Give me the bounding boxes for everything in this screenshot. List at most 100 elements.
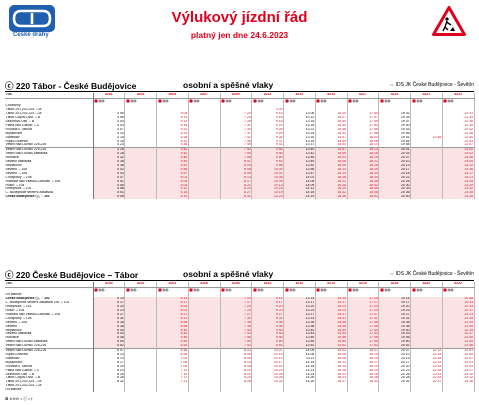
departure-time: 7 20	[220, 305, 253, 310]
bike-icon	[93, 98, 126, 105]
departure-time	[410, 195, 443, 200]
departure-time	[410, 328, 443, 333]
departure-time: 5 01	[93, 191, 126, 196]
departure-time: 8 24	[220, 376, 253, 381]
departure-time: 15 36	[315, 324, 348, 329]
station-name: Veselí nad Lužnicí zastávka	[5, 340, 94, 345]
departure-time	[410, 324, 443, 329]
departure-time	[124, 328, 157, 333]
departure-time	[188, 340, 221, 345]
departure-time	[124, 175, 157, 180]
departure-time: 17 50	[347, 340, 380, 345]
station-name: Hosín ⇔104	[5, 183, 94, 188]
train-number: 8213	[283, 93, 316, 99]
departure-time	[410, 320, 443, 325]
departure-time: 8 13	[220, 360, 253, 365]
station-row: Tábor 201,202,224 ⇔IA 3 55 5 09 7 20 9 14 13 …	[5, 112, 475, 117]
train-number: 8210	[251, 282, 284, 288]
departure-time: 14 12	[283, 187, 316, 192]
departure-time: 8 09	[220, 171, 253, 176]
departure-time	[188, 104, 221, 109]
bike-icon	[93, 287, 126, 294]
column-label: Vlak	[5, 93, 94, 99]
departure-time: 10 20	[251, 364, 284, 369]
departure-time	[124, 316, 157, 321]
station-row: Do stanice	[5, 388, 475, 393]
departure-time	[188, 336, 221, 341]
station-row: Veselí nad Lužnicí 225,226 4 23 5 36 7 49 9 …	[5, 143, 475, 148]
departure-time: 19 35	[378, 116, 411, 121]
departure-time: 14 05	[283, 348, 316, 353]
departure-time: 7 45	[220, 139, 253, 144]
departure-time: 22 08	[442, 297, 475, 302]
bike-icon	[283, 98, 316, 105]
departure-time	[315, 388, 348, 393]
departure-time	[410, 104, 443, 109]
column-label: Vlak	[5, 282, 94, 288]
departure-time: 7 14	[220, 297, 253, 302]
departure-time: 22 55	[410, 135, 443, 140]
station-row: Tábor 201,202,224 ⇔IA 6 32 7 21 8 28 10 32 14…	[5, 380, 475, 385]
departure-time: 13 22	[283, 127, 316, 132]
departure-time	[124, 123, 157, 128]
station-row: Horusice 4 32 5 46 7 58 9 50 13 46 16 03 18 19 2…	[5, 156, 475, 161]
departure-time: 6 28	[93, 376, 126, 381]
departure-time	[124, 135, 157, 140]
departure-time: 7 35	[220, 320, 253, 325]
departure-time: 22 37	[410, 380, 443, 385]
departure-time: 6 23	[93, 368, 126, 373]
departure-time: 7 52	[220, 344, 253, 349]
train-number: 8219	[378, 93, 411, 99]
station-row: Soběslav 4 15 5 28 7 42 9 34 13 30 15 47 18 03 1…	[5, 135, 475, 140]
departure-time: 7 58	[220, 156, 253, 161]
departure-time	[188, 328, 221, 333]
departure-time: 16 15	[315, 364, 348, 369]
departure-time: 18 06	[347, 139, 380, 144]
departure-time: 9 52	[251, 344, 284, 349]
departure-time	[93, 384, 126, 389]
departure-time: 23 16	[442, 167, 475, 172]
departure-time: 8 03	[220, 348, 253, 353]
departure-time: 4 28	[93, 152, 126, 157]
departure-time	[410, 108, 443, 113]
departure-time: 6 13	[93, 356, 126, 361]
departure-time: 20 32	[378, 380, 411, 385]
departure-time: 13 50	[283, 340, 316, 345]
departure-time	[442, 388, 475, 393]
departure-time: 9 50	[251, 340, 284, 345]
departure-time: 5 36	[93, 324, 126, 329]
departure-time	[410, 139, 443, 144]
departure-time	[410, 309, 443, 313]
departure-time	[378, 388, 411, 393]
departure-time: 7 40	[220, 328, 253, 333]
train-number: 8221	[410, 93, 443, 99]
departure-time: 15 38	[315, 127, 348, 132]
departure-time	[124, 164, 157, 168]
station-row: Tábor-Čápův Dvůr ⇔B 3 58 5 11 7 25 9 16 13 12…	[5, 116, 475, 121]
departure-time: 22 14	[442, 305, 475, 310]
bike-icon	[251, 98, 284, 105]
bike-icon	[188, 287, 221, 294]
bike-icon	[442, 287, 475, 294]
station-row: Hosín ⇔104 5 23 6 23 7 23 9 23 13 23 15 23 17 2…	[5, 309, 475, 313]
departure-time: 14 08	[283, 353, 316, 357]
departure-time: 9 22	[251, 123, 284, 128]
departure-time: 22 15	[410, 353, 443, 357]
departure-time: 18 03	[347, 135, 380, 140]
train-number: 8216	[347, 282, 380, 288]
train-number: 8209	[220, 93, 253, 99]
station-name: Chotýčany ⇔108	[5, 175, 94, 180]
departure-time	[378, 104, 411, 109]
departure-time	[156, 293, 189, 298]
departure-time: 9 46	[251, 152, 284, 157]
departure-time: 7 50	[220, 340, 253, 345]
departure-time: 6 43	[156, 332, 189, 337]
departure-time: 15 50	[315, 340, 348, 345]
departure-time	[347, 293, 380, 298]
departure-time	[410, 131, 443, 136]
departure-time	[188, 332, 221, 337]
departure-time: 6 15	[156, 191, 189, 196]
departure-time	[188, 127, 221, 132]
departure-time: 18 38	[347, 179, 380, 184]
departure-time: 23 21	[442, 175, 475, 180]
